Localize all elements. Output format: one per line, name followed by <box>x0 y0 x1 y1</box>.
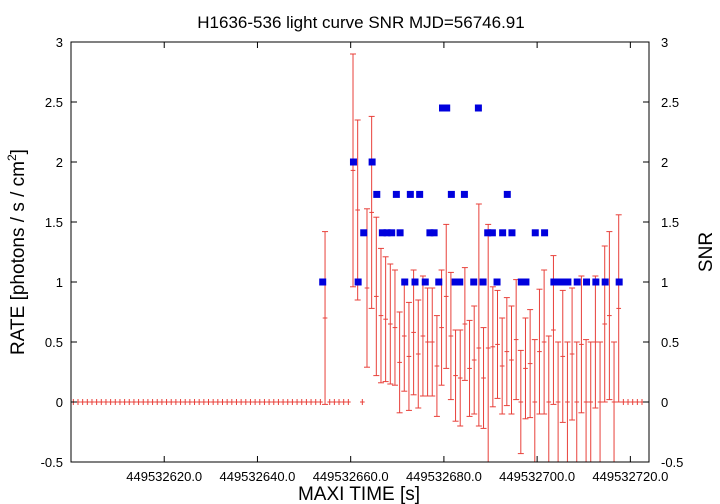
y-axis-left: -0.5 0 0.5 1 1.5 2 2.5 3 <box>41 35 77 470</box>
snr-point <box>615 278 623 286</box>
x-tick-label: 449532640.0 <box>219 469 295 484</box>
snr-point <box>470 278 478 286</box>
y-tick-label: -0.5 <box>41 455 63 470</box>
rate-errorbar-series <box>71 53 645 463</box>
snr-point <box>439 104 447 112</box>
snr-point <box>426 229 434 237</box>
snr-point <box>443 104 451 112</box>
snr-point <box>517 278 525 286</box>
snr-point <box>541 229 549 237</box>
y2-tick-label: 2 <box>661 155 668 170</box>
snr-point <box>493 278 501 286</box>
chart-title: H1636-536 light curve SNR MJD=56746.91 <box>197 13 524 32</box>
snr-point <box>479 278 487 286</box>
y-tick-label: 1.5 <box>45 215 63 230</box>
snr-point <box>592 278 600 286</box>
snr-point <box>368 158 376 166</box>
snr-point <box>583 278 591 286</box>
snr-point <box>503 190 511 198</box>
snr-point <box>474 104 482 112</box>
x-tick-label: 449532680.0 <box>406 469 482 484</box>
y-tick-label: 3 <box>56 35 63 50</box>
snr-point <box>460 190 468 198</box>
snr-point <box>508 229 516 237</box>
y2-tick-label: -0.5 <box>661 455 683 470</box>
snr-point <box>411 278 419 286</box>
snr-point <box>406 190 414 198</box>
y2-tick-label: 0 <box>661 395 668 410</box>
snr-point <box>319 278 327 286</box>
snr-point <box>388 229 396 237</box>
y2-tick-label: 3 <box>661 35 668 50</box>
plot-frame <box>70 41 650 463</box>
y-axis-label-sup: 2 <box>5 154 19 161</box>
snr-point <box>378 229 386 237</box>
snr-point <box>383 229 391 237</box>
snr-point <box>349 158 357 166</box>
snr-point <box>522 278 530 286</box>
x-axis-label: MAXI TIME [s] <box>298 484 420 504</box>
y2-tick-label: 1 <box>661 275 668 290</box>
snr-point <box>601 278 609 286</box>
snr-point <box>559 278 567 286</box>
y-axis-label: RATE [photons / s / cm2] <box>5 149 29 355</box>
snr-point <box>392 190 400 198</box>
snr-point <box>447 190 455 198</box>
y-axis-label-end: ] <box>8 149 29 154</box>
snr-point <box>499 229 507 237</box>
snr-point <box>435 278 443 286</box>
snr-point <box>430 229 438 237</box>
snr-point <box>396 229 404 237</box>
snr-point <box>354 278 362 286</box>
snr-point <box>421 278 429 286</box>
x-tick-label: 449532700.0 <box>499 469 575 484</box>
y2-tick-label: 1.5 <box>661 215 679 230</box>
y-tick-label: 2.5 <box>45 95 63 110</box>
x-tick-label: 449532620.0 <box>126 469 202 484</box>
y-tick-label: 2 <box>56 155 63 170</box>
snr-point <box>573 278 581 286</box>
y2-tick-label: 0.5 <box>661 335 679 350</box>
y-axis-label-main: RATE [photons / s / cm <box>8 161 29 355</box>
y-tick-label: 0 <box>56 395 63 410</box>
snr-point <box>451 278 459 286</box>
x-tick-label: 449532660.0 <box>313 469 389 484</box>
y2-axis-label: SNR <box>696 232 717 272</box>
snr-point <box>456 278 464 286</box>
snr-point <box>360 229 368 237</box>
y-axis-right: -0.5 0 0.5 1 1.5 2 2.5 3 <box>643 35 683 470</box>
snr-point <box>416 190 424 198</box>
x-axis: 449532620.0 449532640.0 449532660.0 4495326… <box>126 42 668 484</box>
snr-point <box>550 278 558 286</box>
snr-point <box>564 278 572 286</box>
snr-point-series <box>319 104 623 286</box>
snr-point <box>488 229 496 237</box>
x-tick-label: 449532720.0 <box>592 469 668 484</box>
y-tick-label: 1 <box>56 275 63 290</box>
snr-point <box>401 278 409 286</box>
y2-tick-label: 2.5 <box>661 95 679 110</box>
snr-point <box>484 229 492 237</box>
y-tick-label: 0.5 <box>45 335 63 350</box>
snr-point <box>373 190 381 198</box>
snr-point <box>555 278 563 286</box>
snr-point <box>531 229 539 237</box>
